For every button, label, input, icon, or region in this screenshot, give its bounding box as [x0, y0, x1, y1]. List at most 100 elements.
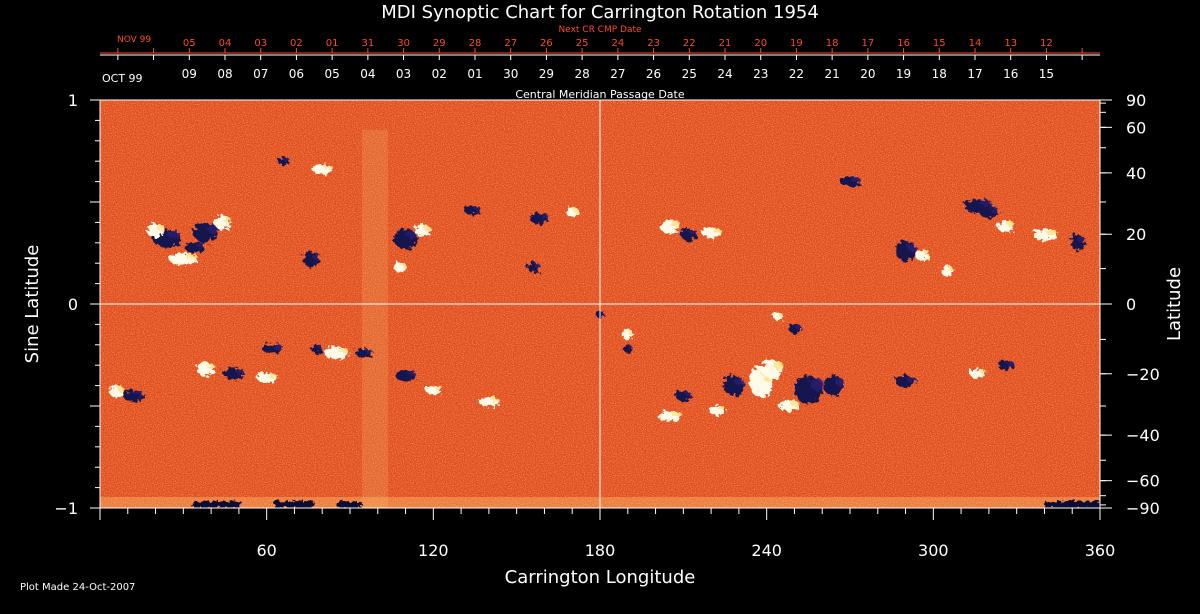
cmp-tick-label: 21 [825, 67, 840, 81]
y-right-tick-label: 20 [1126, 225, 1146, 244]
positive-polarity-fringe [490, 397, 500, 403]
negative-polarity-fringe [273, 344, 283, 350]
positive-polarity-fringe [712, 228, 722, 233]
positive-polarity-fringe [773, 360, 783, 370]
cmp-tick-label: 24 [717, 67, 732, 81]
cmp-tick-label: 15 [1039, 67, 1054, 81]
y-right-tick-label: 90 [1126, 91, 1146, 110]
active-regions [109, 157, 1100, 508]
next-cr-tick-label: 14 [969, 38, 982, 49]
y-left-tick-label: −1 [54, 499, 78, 518]
next-cr-tick-label: 25 [576, 38, 589, 49]
x-tick-label: 60 [256, 541, 276, 560]
positive-polarity-fringe [717, 405, 726, 411]
next-cr-tick-label: 29 [433, 38, 446, 49]
cmp-tick-label: 28 [575, 67, 590, 81]
cmp-tick-label: 29 [539, 67, 554, 81]
cmp-tick-label: 23 [753, 67, 768, 81]
longitude-axis: 60 120 180 240 300 360 [99, 508, 1116, 560]
cmp-tick-label: 27 [610, 67, 625, 81]
x-tick-label: 300 [918, 541, 949, 560]
next-cr-tick-label: 18 [826, 38, 839, 49]
cmp-tick-label: 01 [467, 67, 482, 81]
next-cr-tick-label: 22 [683, 38, 696, 49]
negative-polarity-fringe [195, 241, 205, 248]
next-cr-tick-label: 12 [1040, 38, 1053, 49]
y-right-tick-label: −60 [1126, 472, 1160, 491]
x-axis-label: Carrington Longitude [505, 567, 696, 588]
plot-made-footer: Plot Made 24-Oct-2007 [20, 582, 135, 593]
negative-polarity-fringe [990, 207, 999, 213]
cmp-axis-label: Central Meridian Passage Date [515, 88, 684, 101]
y-left-tick-label: 0 [68, 295, 78, 314]
negative-polarity-fringe [600, 310, 605, 315]
latitude-axis: 90 60 40 20 0 −20 −40 −60 −90 [1100, 91, 1160, 518]
positive-polarity-fringe [434, 385, 442, 390]
next-cr-tick-label: 26 [540, 38, 553, 49]
x-tick-label: 180 [585, 541, 616, 560]
positive-polarity-fringe [268, 373, 278, 378]
next-cr-month-label: NOV 99 [117, 35, 151, 45]
cmp-tick-label: 05 [325, 67, 340, 81]
negative-polarity-fringe [907, 376, 917, 382]
negative-polarity-fringe [365, 348, 373, 354]
next-cr-tick-label: 28 [469, 38, 482, 49]
positive-polarity-fringe [778, 312, 784, 317]
next-cr-tick-label: 31 [361, 38, 374, 49]
y-axis-right-label: Latitude [1164, 267, 1185, 341]
negative-polarity-fringe [851, 177, 861, 182]
negative-polarity-fringe [1078, 236, 1086, 244]
y-right-tick-label: 0 [1126, 295, 1136, 314]
negative-polarity-fringe [628, 345, 632, 350]
x-tick-label: 120 [418, 541, 449, 560]
negative-polarity-fringe [734, 377, 744, 387]
negative-polarity-fringe [284, 157, 290, 162]
negative-polarity-fringe [234, 368, 244, 374]
y-right-tick-label: 40 [1126, 164, 1146, 183]
negative-polarity-fringe [834, 377, 844, 387]
next-cr-tick-label: 23 [647, 38, 660, 49]
noise-column [362, 130, 388, 508]
positive-polarity-fringe [185, 254, 199, 260]
sine-latitude-axis: 1 0 −1 [54, 91, 100, 518]
positive-polarity-fringe [400, 263, 407, 268]
negative-polarity-fringe [168, 231, 182, 240]
next-cr-tick-label: 24 [611, 38, 624, 49]
negative-polarity-fringe [979, 200, 993, 207]
positive-polarity-fringe [671, 411, 683, 417]
negative-polarity-fringe [473, 205, 481, 211]
polar-patch [274, 501, 315, 508]
positive-polarity-fringe [923, 249, 930, 256]
positive-polarity-fringe [978, 369, 987, 374]
next-cr-tick-label: 30 [397, 38, 410, 49]
positive-polarity-fringe [790, 400, 800, 407]
cmp-tick-label: 30 [503, 67, 518, 81]
cmp-tick-label: 07 [253, 67, 268, 81]
positive-polarity-fringe [223, 216, 231, 223]
cmp-tick-label: 18 [932, 67, 947, 81]
x-tick-label: 240 [751, 541, 782, 560]
positive-polarity-fringe [1046, 229, 1058, 235]
next-cr-tick-label: 04 [219, 38, 232, 49]
negative-polarity-fringe [534, 263, 540, 268]
positive-polarity-fringe [117, 386, 125, 393]
negative-polarity-fringe [207, 224, 219, 234]
positive-polarity-fringe [323, 165, 333, 170]
cmp-tick-label: 06 [289, 67, 304, 81]
negative-polarity-fringe [795, 324, 801, 329]
chart-title: MDI Synoptic Chart for Carrington Rotati… [381, 2, 819, 23]
next-cr-tick-label: 05 [183, 38, 196, 49]
polar-patch [1044, 501, 1100, 508]
next-cr-tick-label: 27 [504, 38, 517, 49]
negative-polarity-fringe [690, 229, 698, 235]
x-tick-label: 360 [1085, 541, 1116, 560]
positive-polarity-fringe [337, 347, 349, 354]
cmp-tick-label: 08 [217, 67, 232, 81]
next-cr-tick-label: 20 [754, 38, 767, 49]
y-left-tick-label: 1 [68, 91, 78, 110]
y-right-tick-label: −20 [1126, 365, 1160, 384]
cmp-tick-label: 20 [860, 67, 875, 81]
negative-polarity-fringe [407, 370, 417, 376]
